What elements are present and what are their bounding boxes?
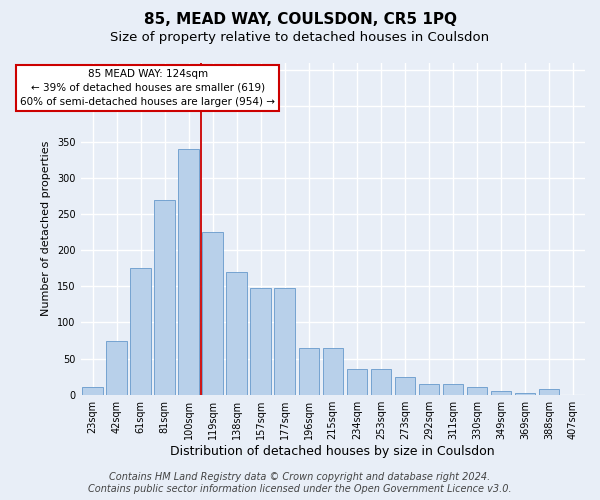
Bar — [443, 384, 463, 394]
Bar — [130, 268, 151, 394]
X-axis label: Distribution of detached houses by size in Coulsdon: Distribution of detached houses by size … — [170, 444, 495, 458]
Bar — [250, 288, 271, 395]
Text: Contains HM Land Registry data © Crown copyright and database right 2024.
Contai: Contains HM Land Registry data © Crown c… — [88, 472, 512, 494]
Bar — [395, 376, 415, 394]
Text: Size of property relative to detached houses in Coulsdon: Size of property relative to detached ho… — [110, 31, 490, 44]
Bar — [178, 149, 199, 394]
Text: 85 MEAD WAY: 124sqm
← 39% of detached houses are smaller (619)
60% of semi-detac: 85 MEAD WAY: 124sqm ← 39% of detached ho… — [20, 69, 275, 107]
Y-axis label: Number of detached properties: Number of detached properties — [41, 141, 52, 316]
Bar — [467, 388, 487, 394]
Bar — [154, 200, 175, 394]
Bar — [274, 288, 295, 395]
Bar — [371, 370, 391, 394]
Bar — [106, 340, 127, 394]
Bar — [419, 384, 439, 394]
Bar — [226, 272, 247, 394]
Text: 85, MEAD WAY, COULSDON, CR5 1PQ: 85, MEAD WAY, COULSDON, CR5 1PQ — [143, 12, 457, 28]
Bar — [299, 348, 319, 395]
Bar — [515, 392, 535, 394]
Bar — [491, 391, 511, 394]
Bar — [323, 348, 343, 395]
Bar — [82, 388, 103, 394]
Bar — [202, 232, 223, 394]
Bar — [539, 389, 559, 394]
Bar — [347, 370, 367, 394]
